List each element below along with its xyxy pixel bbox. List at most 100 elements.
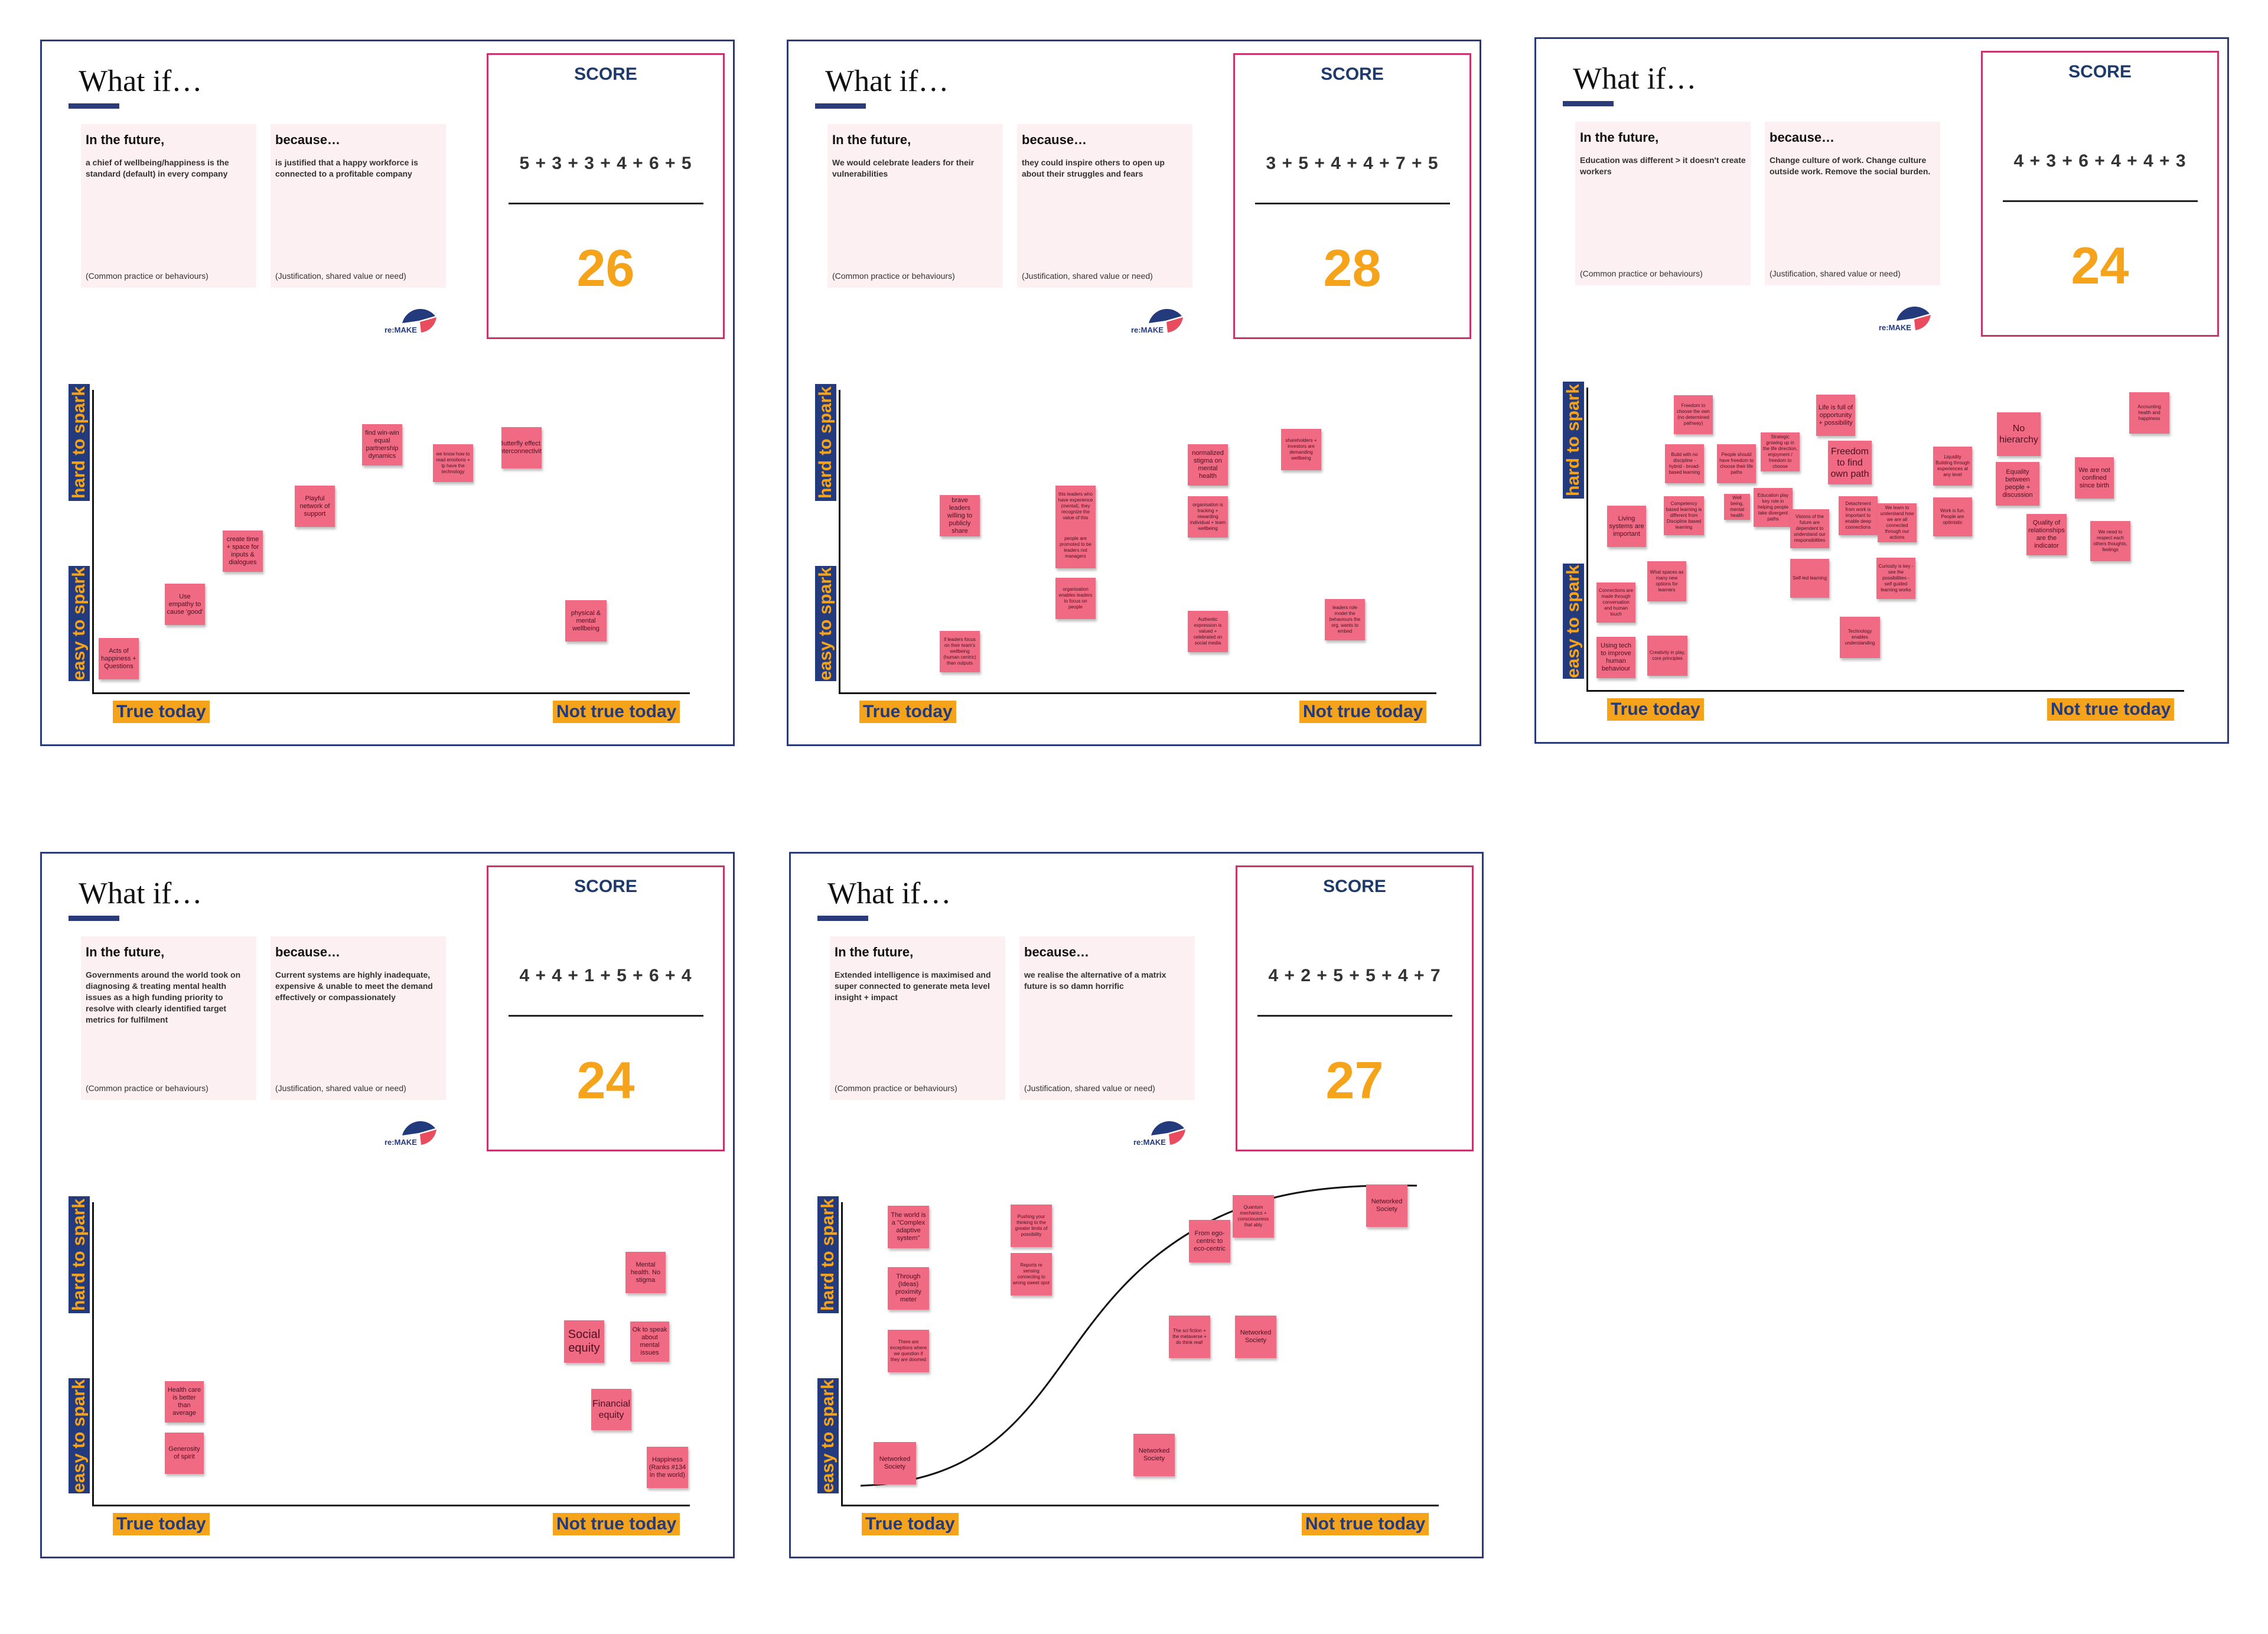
true-today-label: True today (113, 1513, 210, 1535)
board-title: What if… (825, 64, 949, 98)
sticky-note[interactable]: Networked Society (1235, 1316, 1276, 1358)
sticky-note[interactable]: physical & mental wellbeing (565, 600, 607, 642)
sticky-note[interactable]: find win-win equal partnership dynamics (362, 424, 402, 466)
sticky-note[interactable]: organisation enables leaders to focus on… (1055, 578, 1096, 619)
sticky-note[interactable]: There are exceptions where we question i… (888, 1330, 929, 1372)
sticky-note[interactable]: Curiosity is key - see the possibilities… (1876, 558, 1915, 599)
sticky-note[interactable]: We need to respect each others thoughts,… (2090, 521, 2130, 561)
logo-text: re:MAKE (384, 326, 417, 334)
sticky-note[interactable]: Networked Society (1133, 1434, 1175, 1476)
score-title: SCORE (1323, 877, 1386, 896)
sticky-note[interactable]: Technology enables understanding (1840, 617, 1880, 658)
because-card[interactable]: because… we realise the alternative of a… (1019, 936, 1195, 1100)
score-divider (509, 203, 703, 204)
not-true-today-label: Not true today (1299, 701, 1427, 723)
title-underline (817, 916, 868, 921)
sticky-note[interactable]: Detachment from work is important to ena… (1839, 496, 1878, 535)
sticky-note[interactable]: Pushing your thinking to the greater lim… (1011, 1205, 1052, 1247)
because-card[interactable]: because… Change culture of work. Change … (1765, 122, 1940, 285)
because-card[interactable]: because… Current systems are highly inad… (271, 936, 446, 1100)
sticky-note[interactable]: Work is fun. People are optimistic (1933, 497, 1972, 536)
not-true-today-label: Not true today (1302, 1513, 1429, 1535)
sticky-note[interactable]: Strategic growing up in the life directi… (1761, 432, 1800, 471)
sticky-note[interactable]: People should have freedom to choose the… (1717, 444, 1756, 483)
sticky-note[interactable]: Creativity in play, core principles (1647, 636, 1687, 676)
sticky-note[interactable]: What spaces as many new options for lear… (1647, 561, 1686, 601)
score-divider (2003, 200, 2198, 202)
sticky-note[interactable]: Use empathy to cause 'good' (165, 584, 205, 625)
board-title: What if… (79, 877, 203, 910)
score-box: SCORE 3 + 5 + 4 + 4 + 7 + 5 28 (1233, 53, 1471, 339)
score-box: SCORE 4 + 2 + 5 + 5 + 4 + 7 27 (1236, 865, 1474, 1151)
sticky-note[interactable]: Through (Ideas) proximity meter (888, 1267, 929, 1310)
logo-text: re:MAKE (1879, 323, 1911, 331)
sticky-note[interactable]: No hierarchy (1997, 412, 2041, 456)
score-expression: 4 + 2 + 5 + 5 + 4 + 7 (1268, 966, 1441, 985)
sticky-note[interactable]: Networked Society (1366, 1184, 1407, 1227)
sticky-note[interactable]: leaders role model the behaviours the or… (1325, 599, 1365, 640)
future-card[interactable]: In the future, Governments around the wo… (81, 936, 256, 1100)
future-card[interactable]: In the future, a chief of wellbeing/happ… (81, 124, 256, 288)
sticky-note[interactable]: normalized stigma on mental health (1188, 444, 1228, 486)
future-heading: In the future, (86, 132, 165, 147)
sticky-note[interactable]: We learn to understand how we are all co… (1878, 503, 1917, 542)
sticky-note[interactable]: Health care is better than average (165, 1381, 204, 1423)
sticky-note[interactable]: Competency based learning is different f… (1664, 496, 1704, 535)
sticky-note[interactable]: Freedom to choose the own (no determined… (1674, 395, 1713, 434)
sticky-note[interactable]: We are not confined since birth (2075, 457, 2114, 499)
sticky-note[interactable]: brave leaders willing to publicly share (940, 495, 980, 536)
sticky-note[interactable]: Visions of the future are dependent to u… (1790, 509, 1829, 548)
hard-to-spark-label: hard to spark (69, 384, 90, 501)
because-footer: (Justification, shared value or need) (275, 271, 406, 281)
sticky-note[interactable]: The sci fiction + the metaverse + do thi… (1169, 1316, 1210, 1358)
sticky-note[interactable]: Build with no discipline - hybrid - broa… (1665, 444, 1704, 483)
sticky-note[interactable]: The world is a "Complex adaptive system" (888, 1206, 929, 1248)
because-heading: because… (1770, 130, 1835, 145)
sticky-note[interactable]: Life is full of opportunity + possibilit… (1816, 395, 1855, 436)
sticky-note[interactable]: From ego-centric to eco-centric (1189, 1220, 1230, 1262)
sticky-note[interactable]: Reports re sensing connecting to wrong s… (1011, 1253, 1052, 1296)
sticky-note[interactable]: Generosity of spirit (165, 1433, 204, 1474)
sticky-note[interactable]: Connections are made through conversatio… (1596, 582, 1635, 623)
sticky-note[interactable]: Education play key role in helping peopl… (1754, 488, 1793, 527)
future-card[interactable]: In the future, Education was different >… (1575, 122, 1751, 285)
because-card[interactable]: because… they could inspire others to op… (1017, 124, 1192, 288)
sticky-note[interactable]: Using tech to improve human behaviour (1596, 637, 1635, 678)
sticky-note[interactable]: Quantum mechanics + consciousness that a… (1233, 1195, 1274, 1238)
sticky-note[interactable]: Self-led learning (1790, 559, 1829, 598)
sticky-note[interactable]: Authentic expression is valued + celebra… (1188, 611, 1228, 652)
y-axis (839, 390, 840, 694)
sticky-note[interactable]: organisation is tracking + rewarding ind… (1188, 496, 1228, 538)
sticky-note[interactable]: Butterfly effect / interconnectivity (501, 427, 542, 468)
sticky-note[interactable]: Social equity (564, 1320, 604, 1363)
sticky-note[interactable]: Ok to speak about mental issues (630, 1321, 669, 1362)
board-2: What if… In the future, We would celebra… (787, 40, 1481, 746)
sticky-note[interactable]: Accounting health and happiness (2129, 392, 2169, 434)
sticky-note[interactable]: Liquidity Building through experiences a… (1933, 447, 1972, 486)
sticky-note[interactable]: Acts of happiness + Questions (99, 638, 139, 679)
sticky-note[interactable]: Quality of relationships are the indicat… (2026, 514, 2067, 555)
sticky-note[interactable]: Financial equity (591, 1389, 631, 1430)
sticky-note[interactable]: create time + space for inputs & dialogu… (223, 530, 263, 572)
logo-text: re:MAKE (1133, 1138, 1166, 1146)
sticky-note[interactable]: Networked Society (874, 1442, 916, 1485)
sticky-note[interactable]: Living systems are important (1607, 506, 1646, 547)
title-underline (1563, 101, 1614, 106)
future-card[interactable]: In the future, We would celebrate leader… (827, 124, 1003, 288)
sticky-note[interactable]: Mental health. No stigma (625, 1252, 666, 1293)
sticky-note[interactable]: Well being, mental health (1724, 494, 1750, 520)
sticky-note[interactable]: if leaders focus on their team's wellbei… (940, 631, 980, 672)
sticky-note[interactable]: people are promoted to be leaders not ma… (1055, 527, 1096, 568)
sticky-note[interactable]: this leaders who have experience (mental… (1055, 486, 1096, 527)
score-box: SCORE 4 + 3 + 6 + 4 + 4 + 3 24 (1981, 51, 2219, 337)
easy-to-spark-label: easy to spark (1563, 564, 1584, 679)
because-card[interactable]: because… is justified that a happy workf… (271, 124, 446, 288)
sticky-note[interactable]: we know how to read emotions + tp have t… (433, 444, 473, 482)
sticky-note[interactable]: Equality between people + discussion (1996, 462, 2039, 506)
sticky-note[interactable]: Happiness (Ranks #134 in the world) (647, 1447, 688, 1488)
sticky-note[interactable]: shareholders + investors are demanding w… (1281, 429, 1321, 470)
sticky-note[interactable]: Playful network of support (295, 486, 335, 527)
future-card[interactable]: In the future, Extended intelligence is … (830, 936, 1005, 1100)
sticky-note[interactable]: Freedom to find own path (1828, 441, 1872, 484)
y-axis (92, 1202, 94, 1506)
